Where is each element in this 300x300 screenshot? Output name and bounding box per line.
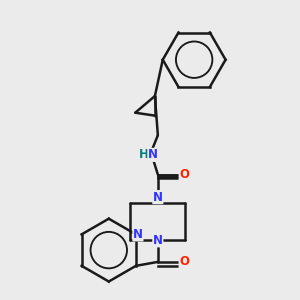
Text: N: N <box>153 190 163 204</box>
Text: N: N <box>148 148 158 161</box>
Text: H: H <box>139 148 149 161</box>
Text: N: N <box>133 228 143 241</box>
Text: N: N <box>153 234 163 247</box>
Text: O: O <box>179 168 189 181</box>
Text: O: O <box>179 255 189 268</box>
